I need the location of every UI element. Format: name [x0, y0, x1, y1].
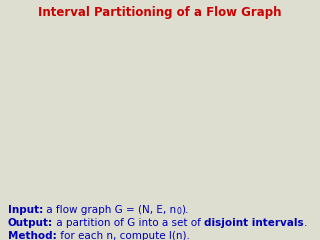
- Text: Interval Partitioning of a Flow Graph: Interval Partitioning of a Flow Graph: [38, 6, 282, 19]
- Text: .: .: [304, 218, 307, 228]
- Text: Output:: Output:: [8, 218, 53, 228]
- Text: for each n, compute I(n).: for each n, compute I(n).: [57, 231, 190, 240]
- Text: Method:: Method:: [8, 231, 57, 240]
- Text: disjoint intervals: disjoint intervals: [204, 218, 304, 228]
- Text: a flow graph G = (N, E, n: a flow graph G = (N, E, n: [43, 205, 176, 215]
- Text: ).: ).: [181, 205, 188, 215]
- Text: a partition of G into a set of: a partition of G into a set of: [53, 218, 204, 228]
- Text: 0: 0: [176, 207, 181, 216]
- Text: Input:: Input:: [8, 205, 43, 215]
